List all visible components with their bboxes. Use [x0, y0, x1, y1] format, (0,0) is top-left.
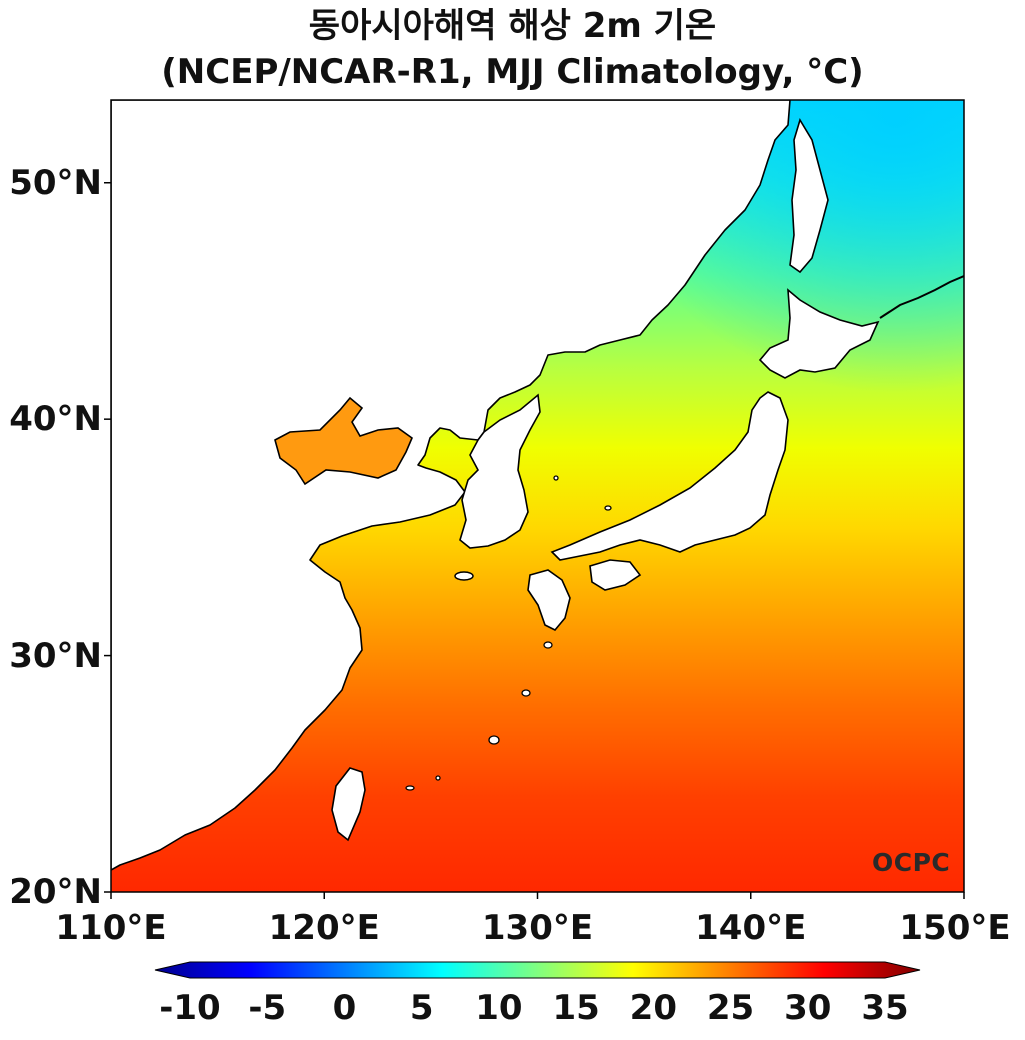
x-tick-label-140e: 140°E	[695, 908, 807, 948]
colorbar-label: 30	[784, 988, 832, 1028]
map-title-line1: 동아시아해역 해상 2m 기온	[308, 6, 717, 46]
y-tick-label-20n: 20°N	[9, 872, 102, 912]
land-kyushu	[527, 569, 571, 631]
colorbar-label: 0	[332, 988, 357, 1028]
land-island	[435, 775, 441, 781]
land-island	[488, 735, 500, 745]
land-island	[543, 641, 553, 649]
y-tick-label-50n: 50°N	[9, 162, 102, 203]
axis-ticks	[104, 181, 965, 899]
colorbar-label: 25	[706, 988, 755, 1028]
land-mainland-asia	[111, 100, 791, 871]
x-tick-label-110e: 110°E	[55, 908, 167, 948]
y-tick-label-30n: 30°N	[9, 635, 102, 676]
y-tick-label-40n: 40°N	[9, 399, 102, 440]
colorbar-label: -5	[248, 988, 287, 1028]
land-sakhalin	[789, 118, 829, 274]
colorbar-label: 10	[475, 988, 523, 1028]
colorbar	[154, 961, 921, 979]
land-island	[521, 689, 531, 697]
land-island	[405, 785, 415, 791]
colorbar-label: 20	[629, 988, 677, 1028]
temperature-field	[111, 100, 964, 892]
ocpc-watermark-logo: OCPC	[872, 848, 951, 877]
colorbar-body	[154, 961, 921, 979]
colorbar-label: 15	[552, 988, 600, 1028]
x-tick-label-130e: 130°E	[481, 908, 594, 948]
land-hokkaido	[758, 288, 880, 379]
land-honshu	[550, 391, 789, 561]
x-tick-label-150e: 150°E	[899, 908, 1011, 948]
land-korea	[459, 393, 541, 549]
land-island	[553, 475, 559, 481]
land-island	[604, 505, 612, 511]
land-kuril-islands	[879, 275, 964, 319]
colorbar-label: 5	[409, 988, 434, 1028]
x-tick-label-120e: 120°E	[268, 908, 380, 948]
land-shikoku	[589, 559, 642, 591]
map-title-line2: (NCEP/NCAR-R1, MJJ Climatology, °C)	[161, 52, 864, 92]
colorbar-label: 35	[861, 988, 909, 1028]
land-taiwan	[331, 767, 366, 842]
land-jeju	[454, 571, 474, 581]
colorbar-label: -10	[159, 988, 221, 1028]
bohai-sea	[274, 396, 413, 486]
